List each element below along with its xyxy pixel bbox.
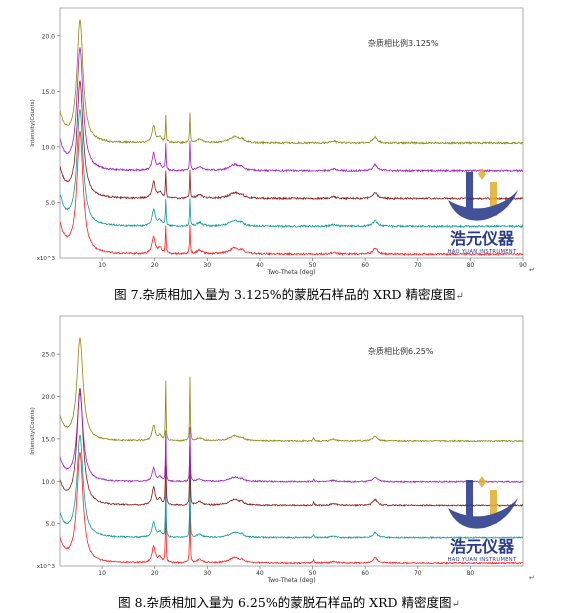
x-tick-label: 50 (309, 570, 317, 577)
plot-frame (59, 7, 524, 259)
y-tick-label: 5.0 (45, 521, 55, 528)
xrd-figure-2: 5.0 10.0 15.0 20.0 25.0 x10^3 10 20 30 40 50 60 70 80… (0, 308, 578, 588)
series-line (60, 109, 523, 229)
series-line (60, 434, 523, 540)
x-tick-label: 40 (256, 262, 264, 269)
return-mark: ↵ (529, 574, 535, 582)
caption-text: 图 7.杂质相加入量为 3.125%的蒙脱石样品的 XRD 精密度图 (114, 287, 456, 302)
watermark-name: 浩元仪器 (450, 229, 515, 248)
x-tick-label: 90 (519, 262, 527, 269)
series-line (60, 392, 523, 484)
y-tick-label: 15.0 (42, 89, 56, 96)
x-tick-label: 30 (203, 570, 211, 577)
x-tick-label: 60 (361, 262, 369, 269)
series-line (60, 79, 523, 201)
watermark-bar-icon (490, 182, 497, 216)
y-tick-label: 10.0 (42, 144, 56, 151)
x-tick-label: 30 (203, 262, 211, 269)
watermark-diamond-icon (478, 168, 486, 180)
y-multiplier: x10^3 (37, 256, 56, 262)
y-tick-label: 25.0 (42, 352, 56, 359)
x-axis-label: Two-Theta (deg) (266, 577, 315, 584)
x-tick-label: 40 (256, 570, 264, 577)
x-tick-label: 80 (467, 570, 475, 577)
x-axis-label: Two-Theta (deg) (266, 269, 315, 276)
series-group (60, 19, 523, 257)
return-mark: ↵ (529, 266, 535, 274)
series-line (60, 452, 523, 565)
y-axis-label: Intensity(Counts) (30, 407, 36, 454)
y-tick-label: 5.0 (45, 200, 55, 207)
y-tick-label: 10.0 (42, 479, 56, 486)
x-tick-label: 70 (414, 570, 422, 577)
y-tick-label: 15.0 (42, 436, 56, 443)
x-tick-label: 10 (98, 262, 106, 269)
series-line (60, 130, 523, 257)
series-group (60, 336, 523, 565)
return-mark: ↵ (455, 291, 464, 302)
series-line (60, 47, 523, 173)
x-tick-label: 20 (151, 570, 159, 577)
y-multiplier: x10^3 (37, 564, 56, 570)
watermark-bar-icon (466, 480, 473, 524)
x-tick-label: 50 (309, 262, 317, 269)
y-tick-label: 20.0 (42, 33, 56, 40)
watermark-wave-icon (448, 190, 518, 221)
x-tick-label: 80 (467, 262, 475, 269)
watermark-logo (448, 168, 518, 221)
y-tick-label: 20.0 (42, 394, 56, 401)
watermark-diamond-icon (478, 476, 486, 488)
watermark-subtitle: HAO YUAN INSTRUMENT (448, 249, 517, 255)
watermark-bar-icon (490, 490, 497, 524)
series-line (60, 336, 523, 443)
y-axis-label: Intensity(Counts) (30, 99, 36, 146)
series-line (60, 388, 523, 508)
watermark-subtitle: HAO YUAN INSTRUMENT (448, 557, 517, 563)
series-line (60, 19, 523, 146)
caption-text: 图 8.杂质相加入量为 6.25%的蒙脱石样品的 XRD 精密度图 (118, 595, 452, 610)
x-tick-label: 20 (151, 262, 159, 269)
x-tick-label: 60 (361, 570, 369, 577)
chart-annotation: 杂质相比例3.125% (368, 38, 439, 48)
watermark-bar-icon (466, 172, 473, 216)
watermark-name: 浩元仪器 (450, 537, 515, 556)
x-tick-label: 10 (98, 570, 106, 577)
xrd-chart-1: 5.0 10.0 15.0 20.0 x10^3 10 20 30 40 50 60 70 80 90 Tw… (30, 7, 535, 276)
figure-caption-2: 图 8.杂质相加入量为 6.25%的蒙脱石样品的 XRD 精密度图↵ (0, 592, 578, 611)
xrd-chart-2: 5.0 10.0 15.0 20.0 25.0 x10^3 10 20 30 40 50 60 70 80… (30, 315, 535, 584)
watermark-wave-icon (448, 498, 518, 529)
xrd-figure-1: 5.0 10.0 15.0 20.0 x10^3 10 20 30 40 50 60 70 80 90 Tw… (0, 0, 578, 280)
watermark-logo (448, 476, 518, 529)
chart-annotation: 杂质相比例6.25% (368, 346, 434, 356)
figure-caption-1: 图 7.杂质相加入量为 3.125%的蒙脱石样品的 XRD 精密度图↵ (0, 284, 578, 303)
return-mark: ↵ (451, 599, 460, 610)
x-tick-label: 70 (414, 262, 422, 269)
